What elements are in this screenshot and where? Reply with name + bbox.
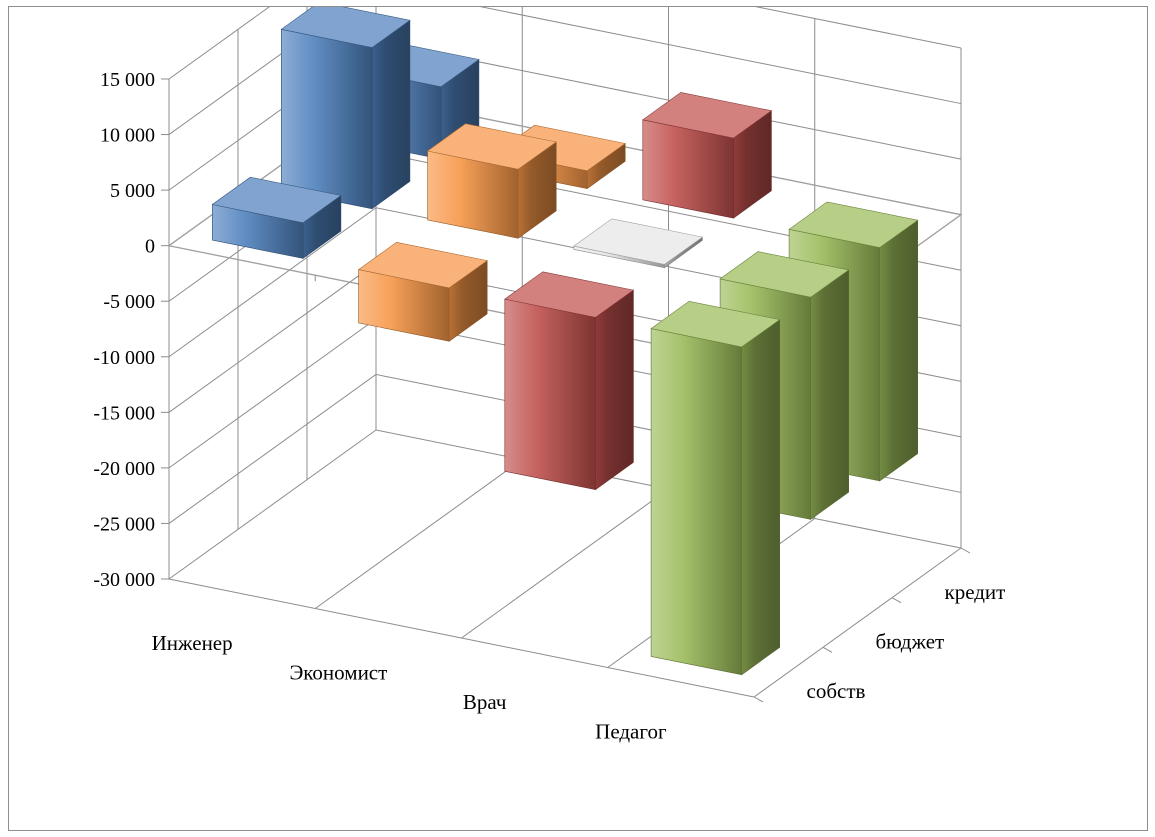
bar-top-face — [642, 92, 773, 139]
chart-labels: 15 000 10 000 5 000 0 -5 000 -10 000 -15 000 -2… — [93, 69, 1005, 743]
bar-Педагог-собств — [650, 300, 781, 676]
y-tick-label: -20 000 — [93, 458, 155, 480]
side-wall-gridline — [168, 262, 377, 413]
bar-side-face — [371, 19, 411, 210]
depth-tick-mark — [822, 646, 833, 653]
bar-front-face — [280, 28, 373, 210]
bar-top-face — [211, 176, 342, 224]
bar-top-face — [788, 201, 919, 248]
bar-side-face — [741, 319, 781, 676]
bar-top-face — [573, 218, 704, 265]
bar-Врач-собств — [504, 271, 635, 491]
bar-top-face — [504, 271, 635, 318]
side-wall-gridline — [168, 374, 377, 524]
bar-Экономист-бюджет — [426, 123, 557, 239]
bar-Врач-кредит — [642, 92, 773, 219]
depth-tick-mark — [960, 547, 971, 554]
floor-right-edge — [753, 547, 962, 698]
side-wall-gridline — [168, 429, 377, 580]
chart-bars — [211, 7, 919, 676]
bar-top-face — [650, 300, 781, 348]
bar-top-face — [719, 251, 850, 298]
y-tick-label: -5 000 — [103, 291, 155, 313]
bar-Врач-бюджет — [573, 218, 704, 269]
side-wall-gridline — [168, 7, 270, 80]
y-tick-label: -25 000 — [93, 513, 155, 535]
bar-side-face — [879, 219, 919, 482]
chart-frame: 15 000 10 000 5 000 0 -5 000 -10 000 -15 000 -2… — [8, 6, 1148, 831]
bar-Инженер-собств — [211, 176, 342, 259]
depth-label: кредит — [945, 580, 1006, 604]
bar-top-face — [280, 7, 411, 48]
side-wall-gridline — [168, 207, 377, 358]
bar-Инженер-бюджет — [280, 7, 411, 210]
category-label: Педагог — [595, 719, 667, 743]
y-tick-label: 15 000 — [100, 69, 155, 91]
category-label: Экономист — [289, 660, 387, 684]
chart-canvas: 15 000 10 000 5 000 0 -5 000 -10 000 -15 000 -2… — [93, 7, 1005, 743]
bar-side-face — [595, 289, 634, 491]
bar-front-face — [504, 298, 596, 490]
y-tick-label: -15 000 — [93, 402, 155, 424]
category-label: Инженер — [152, 631, 233, 655]
y-tick-label: 5 000 — [110, 180, 155, 202]
bar-side-face — [810, 269, 850, 520]
y-tick-label: 0 — [145, 236, 155, 258]
y-tick-label: 10 000 — [100, 125, 155, 147]
y-tick-label: -30 000 — [93, 569, 155, 591]
depth-label: бюджет — [876, 630, 945, 654]
bar-Экономист-собств — [357, 241, 488, 342]
floor-category-line — [461, 488, 669, 639]
bar-top-face — [357, 241, 488, 289]
floor-category-line — [314, 459, 523, 609]
depth-tick-mark — [753, 696, 764, 703]
y-tick-label: -10 000 — [93, 347, 155, 369]
category-label: Врач — [463, 690, 507, 714]
bar-front-face — [650, 328, 743, 676]
depth-label: собств — [807, 679, 866, 703]
bar-top-face — [426, 123, 557, 170]
side-wall-gridline — [168, 318, 377, 469]
back-wall-gridline — [755, 7, 962, 49]
depth-tick-mark — [891, 597, 902, 604]
